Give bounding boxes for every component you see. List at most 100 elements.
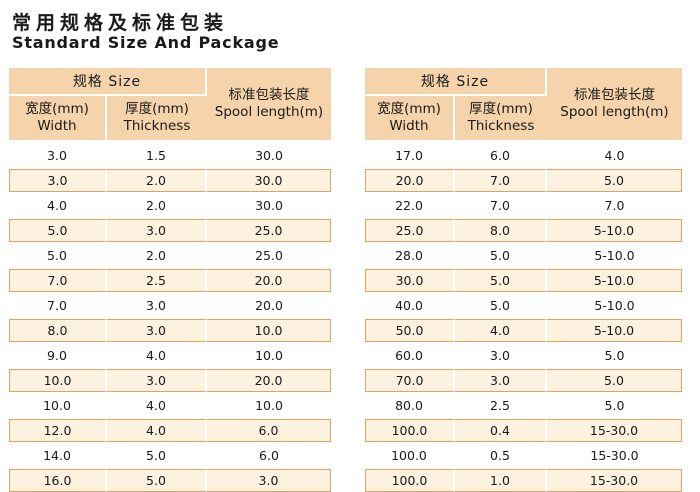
cell-width: 30.0: [365, 269, 455, 292]
table-row: 100.0 1.0 15-30.0: [365, 469, 682, 492]
header-spool-length: 标准包装长度 Spool length(m): [547, 68, 682, 140]
cell-width: 60.0: [365, 344, 455, 367]
header-spool-en: Spool length(m): [214, 104, 324, 120]
cell-thickness: 5.0: [107, 444, 207, 467]
table-row: 3.0 1.5 30.0: [9, 144, 331, 167]
cell-spool: 3.0: [207, 469, 331, 492]
cell-thickness: 0.5: [455, 444, 547, 467]
table-row: 7.0 3.0 20.0: [9, 294, 331, 317]
header-size: 规格 Size: [9, 68, 207, 96]
cell-width: 100.0: [365, 469, 455, 492]
table-row: 10.0 4.0 10.0: [9, 394, 331, 417]
header-thickness-en: Thickness: [123, 118, 191, 134]
header-spool-length: 标准包装长度 Spool length(m): [207, 68, 331, 140]
cell-spool: 20.0: [207, 269, 331, 292]
table-row: 10.0 3.0 20.0: [9, 369, 331, 392]
cell-spool: 10.0: [207, 344, 331, 367]
table-row: 20.0 7.0 5.0: [365, 169, 682, 192]
cell-width: 80.0: [365, 394, 455, 417]
header-width-zh: 宽度(mm): [25, 101, 89, 117]
cell-spool: 10.0: [207, 394, 331, 417]
cell-width: 100.0: [365, 419, 455, 442]
cell-width: 100.0: [365, 444, 455, 467]
cell-spool: 6.0: [207, 419, 331, 442]
cell-width: 9.0: [9, 344, 107, 367]
cell-width: 12.0: [9, 419, 107, 442]
cell-thickness: 3.0: [107, 219, 207, 242]
header-width: 宽度(mm) Width: [9, 96, 107, 140]
header-width-zh: 宽度(mm): [377, 101, 441, 117]
header-width-en: Width: [389, 118, 429, 134]
cell-thickness: 7.0: [455, 194, 547, 217]
header-spool-en: Spool length(m): [560, 104, 669, 120]
table-row: 16.0 5.0 3.0: [9, 469, 331, 492]
cell-width: 7.0: [9, 269, 107, 292]
cell-thickness: 5.0: [455, 244, 547, 267]
header-thickness: 厚度(mm) Thickness: [455, 96, 547, 140]
cell-spool: 6.0: [207, 444, 331, 467]
header-thickness-zh: 厚度(mm): [125, 101, 189, 117]
cell-spool: 25.0: [207, 244, 331, 267]
cell-spool: 30.0: [207, 144, 331, 167]
cell-spool: 7.0: [547, 194, 682, 217]
table-row: 40.0 5.0 5-10.0: [365, 294, 682, 317]
cell-thickness: 4.0: [107, 344, 207, 367]
cell-spool: 5.0: [547, 369, 682, 392]
cell-spool: 4.0: [547, 144, 682, 167]
header-spool-zh: 标准包装长度: [228, 87, 310, 103]
table-row: 100.0 0.4 15-30.0: [365, 419, 682, 442]
cell-width: 22.0: [365, 194, 455, 217]
table-row: 30.0 5.0 5-10.0: [365, 269, 682, 292]
cell-width: 8.0: [9, 319, 107, 342]
cell-spool: 5-10.0: [547, 269, 682, 292]
cell-thickness: 2.5: [107, 269, 207, 292]
cell-thickness: 3.0: [455, 369, 547, 392]
table-row: 22.0 7.0 7.0: [365, 194, 682, 217]
table-body-right: 17.0 6.0 4.0 20.0 7.0 5.0 22.0 7.0 7.0 25.0 8.0 5-1…: [365, 140, 682, 492]
cell-spool: 5.0: [547, 344, 682, 367]
table-row: 4.0 2.0 30.0: [9, 194, 331, 217]
cell-width: 40.0: [365, 294, 455, 317]
cell-thickness: 3.0: [107, 369, 207, 392]
cell-width: 20.0: [365, 169, 455, 192]
cell-spool: 5-10.0: [547, 294, 682, 317]
cell-width: 5.0: [9, 244, 107, 267]
cell-width: 7.0: [9, 294, 107, 317]
cell-spool: 5-10.0: [547, 319, 682, 342]
header-width: 宽度(mm) Width: [365, 96, 455, 140]
cell-thickness: 1.5: [107, 144, 207, 167]
cell-spool: 5.0: [547, 169, 682, 192]
header-thickness-zh: 厚度(mm): [469, 101, 533, 117]
header-thickness: 厚度(mm) Thickness: [107, 96, 207, 140]
cell-width: 16.0: [9, 469, 107, 492]
table-row: 28.0 5.0 5-10.0: [365, 244, 682, 267]
cell-spool: 15-30.0: [547, 419, 682, 442]
size-table-left: 规格 Size 标准包装长度 Spool length(m) 宽度(mm) Wi…: [9, 68, 331, 492]
cell-width: 70.0: [365, 369, 455, 392]
cell-thickness: 2.0: [107, 194, 207, 217]
table-row: 12.0 4.0 6.0: [9, 419, 331, 442]
cell-width: 28.0: [365, 244, 455, 267]
cell-width: 4.0: [9, 194, 107, 217]
cell-spool: 15-30.0: [547, 444, 682, 467]
cell-spool: 20.0: [207, 369, 331, 392]
cell-thickness: 4.0: [455, 319, 547, 342]
cell-width: 10.0: [9, 394, 107, 417]
table-row: 3.0 2.0 30.0: [9, 169, 331, 192]
table-row: 70.0 3.0 5.0: [365, 369, 682, 392]
cell-thickness: 2.5: [455, 394, 547, 417]
table-row: 100.0 0.5 15-30.0: [365, 444, 682, 467]
size-table-right: 规格 Size 标准包装长度 Spool length(m) 宽度(mm) Wi…: [365, 68, 682, 492]
table-row: 50.0 4.0 5-10.0: [365, 319, 682, 342]
cell-thickness: 5.0: [455, 269, 547, 292]
cell-thickness: 4.0: [107, 394, 207, 417]
header-thickness-en: Thickness: [467, 118, 535, 134]
cell-width: 50.0: [365, 319, 455, 342]
table-body-left: 3.0 1.5 30.0 3.0 2.0 30.0 4.0 2.0 30.0 5.0 3.0 25.0…: [9, 140, 331, 492]
cell-thickness: 3.0: [107, 319, 207, 342]
cell-thickness: 2.0: [107, 169, 207, 192]
cell-thickness: 6.0: [455, 144, 547, 167]
page-title-chinese: 常用规格及标准包装: [12, 12, 229, 34]
cell-spool: 30.0: [207, 194, 331, 217]
cell-spool: 5-10.0: [547, 219, 682, 242]
